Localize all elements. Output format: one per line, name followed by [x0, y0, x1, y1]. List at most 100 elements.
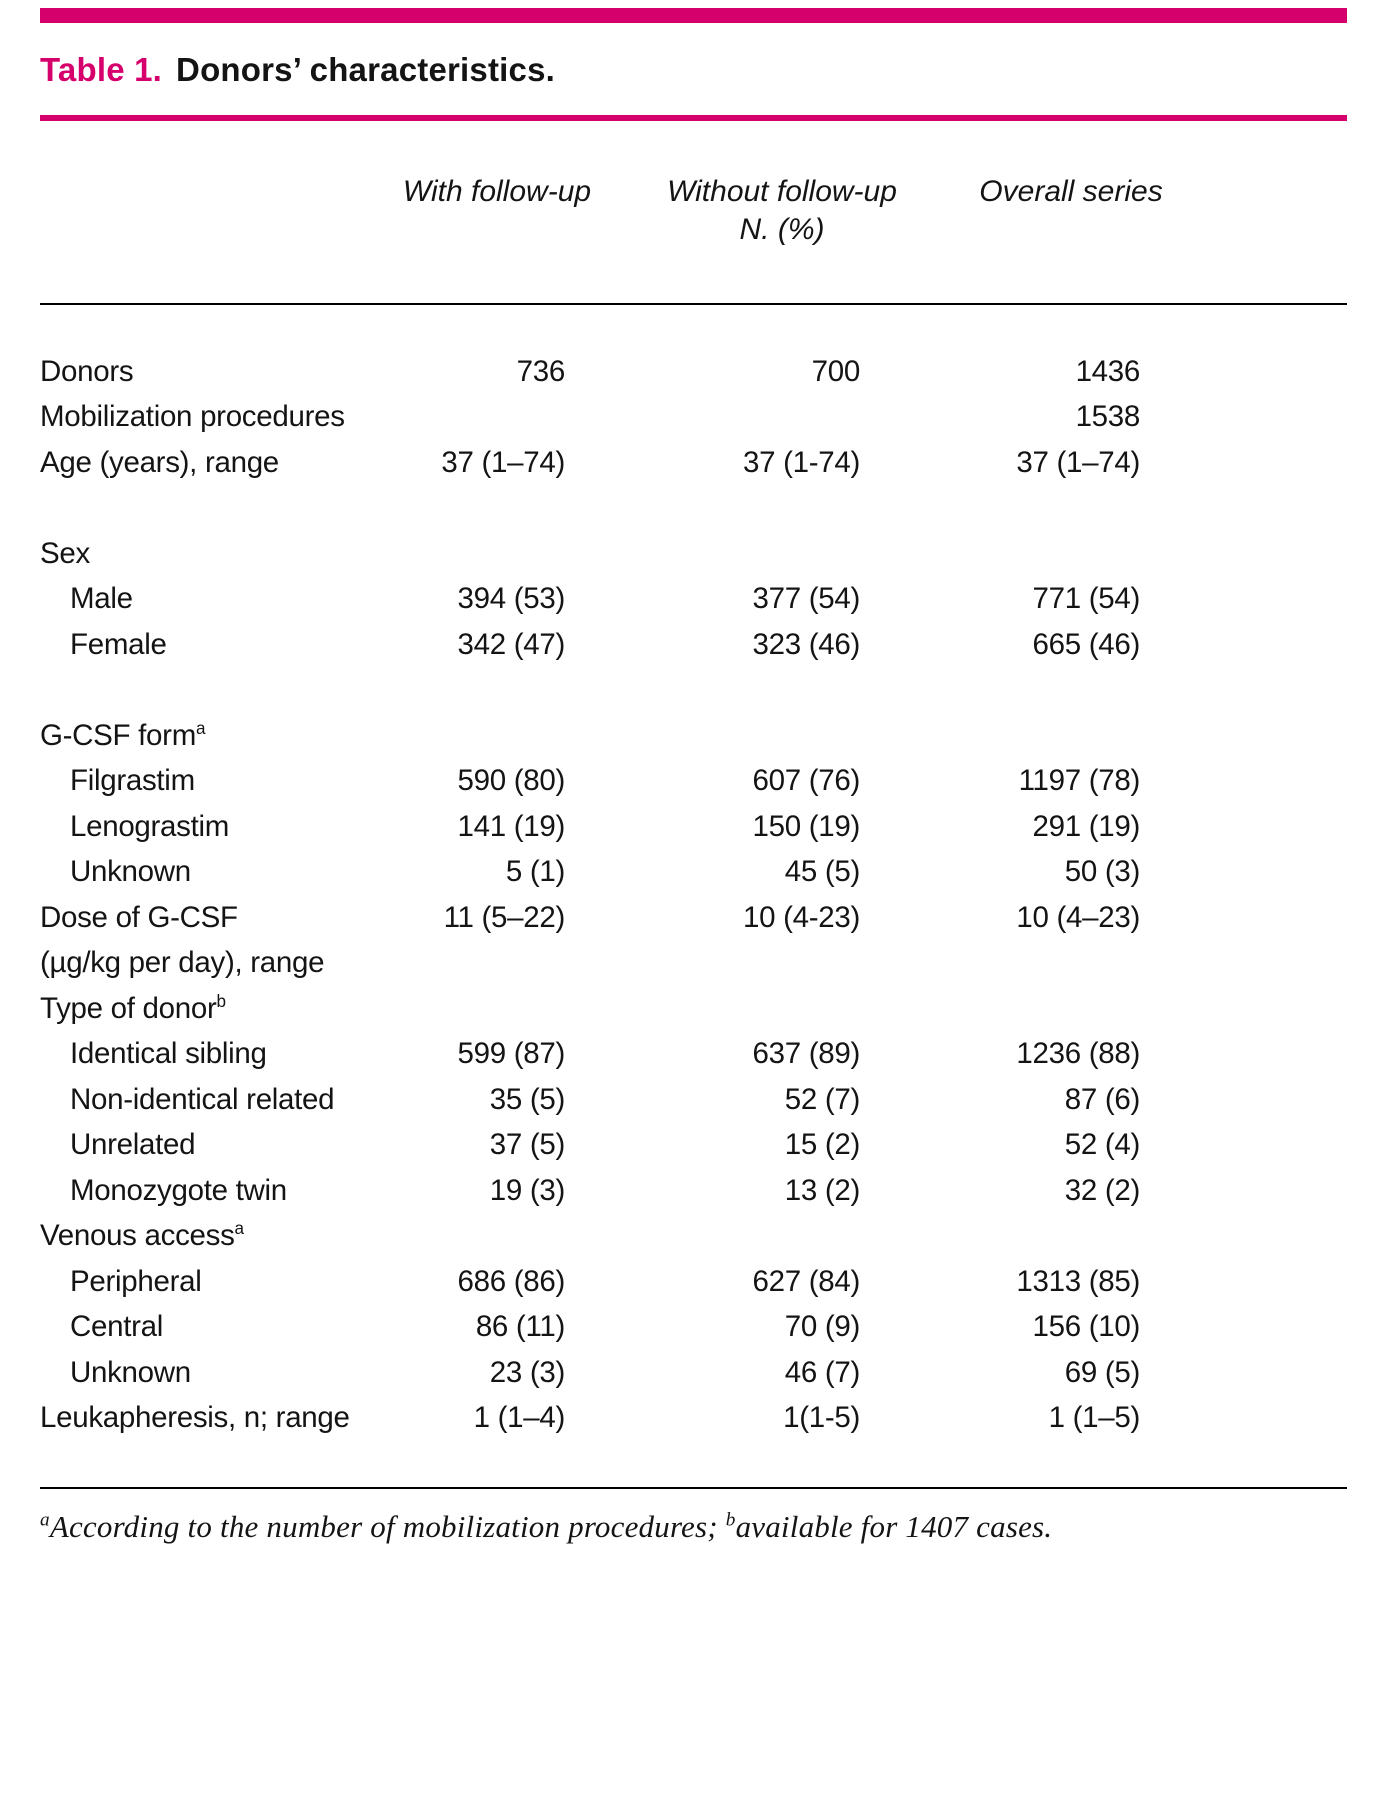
row-label: Peripheral [70, 1264, 202, 1298]
footnote: aAccording to the number of mobilization… [40, 1509, 1347, 1545]
table-number-label: Table 1. [40, 51, 163, 88]
row-label: (µg/kg per day), range [40, 946, 325, 980]
row-value: 37 (1-74) [743, 445, 860, 479]
column-header-line1: With follow-up [402, 175, 592, 208]
footnote-marker: b [216, 991, 227, 1011]
row-value: 736 [516, 354, 566, 388]
row-value: 52 (7) [784, 1082, 861, 1116]
row-value: 37 (1–74) [441, 445, 565, 479]
footnote-marker: a [234, 1219, 245, 1239]
row-value: 637 (89) [752, 1037, 861, 1071]
table-row: Mobilization procedures 1538 [40, 395, 1347, 441]
row-value: 291 (19) [1032, 809, 1141, 843]
row-value: 45 (5) [784, 855, 861, 889]
column-header-overall-series: Overall series [979, 173, 1162, 211]
row-value: 50 (3) [1064, 855, 1141, 889]
row-value: 342 (47) [457, 627, 566, 661]
row-value: 1(1-5) [783, 1401, 860, 1435]
row-label: Central [70, 1310, 163, 1344]
footnote-marker: a [40, 1509, 50, 1531]
table-title: Table 1. Donors’ characteristics. [40, 51, 1347, 89]
row-label: Sex [40, 536, 90, 570]
row-value: 394 (53) [457, 582, 566, 616]
row-value: 1538 [1075, 400, 1141, 434]
row-value: 1313 (85) [1016, 1264, 1140, 1298]
table-row: Filgrastim 590 (80) 607 (76) 1197 (78) [40, 759, 1347, 805]
row-value: 11 (5–22) [443, 900, 566, 934]
table-row: Unknown 5 (1) 45 (5) 50 (3) [40, 850, 1347, 896]
row-label: Mobilization procedures [40, 400, 345, 434]
row-value: 700 [811, 354, 861, 388]
table-caption: Donors’ characteristics. [176, 51, 555, 88]
table-row: (µg/kg per day), range [40, 941, 1347, 987]
column-header-line1: Overall series [979, 175, 1163, 208]
row-value: 771 (54) [1032, 582, 1141, 616]
table-row: Female 342 (47) 323 (46) 665 (46) [40, 622, 1347, 668]
row-value: 156 (10) [1032, 1310, 1141, 1344]
table-row: Male 394 (53) 377 (54) 771 (54) [40, 577, 1347, 623]
row-label: Type of donorb [40, 991, 227, 1025]
row-label: Female [70, 627, 167, 661]
row-value: 5 (1) [505, 855, 565, 889]
row-value: 590 (80) [457, 764, 566, 798]
row-label: Dose of G-CSF [40, 900, 238, 934]
row-value: 1436 [1075, 354, 1141, 388]
column-header-line1: Without follow-up [667, 175, 897, 208]
table-row: Monozygote twin 19 (3) 13 (2) 32 (2) [40, 1168, 1347, 1214]
table-row: Donors 736 700 1436 [40, 349, 1347, 395]
table-row: Central 86 (11) 70 (9) 156 (10) [40, 1305, 1347, 1351]
row-value: 141 (19) [457, 809, 566, 843]
table-row: Unknown 23 (3) 46 (7) 69 (5) [40, 1350, 1347, 1396]
row-value: 35 (5) [489, 1082, 566, 1116]
group-row: Venous accessa [40, 1214, 1347, 1260]
table-row: Identical sibling 599 (87) 637 (89) 1236 (8… [40, 1032, 1347, 1078]
footnote-text: According to the number of mobilization … [49, 1509, 726, 1544]
table-row: Age (years), range 37 (1–74) 37 (1-74) 37 (… [40, 440, 1347, 486]
row-label: Monozygote twin [70, 1173, 287, 1207]
row-label: Unknown [70, 1355, 191, 1389]
row-value: 10 (4–23) [1016, 900, 1140, 934]
row-value: 377 (54) [752, 582, 861, 616]
row-value: 23 (3) [489, 1355, 566, 1389]
row-label: Non-identical related [70, 1082, 335, 1116]
column-header-with-followup: With follow-up [403, 173, 591, 211]
row-value: 37 (1–74) [1016, 445, 1140, 479]
group-row: Type of donorb [40, 986, 1347, 1032]
row-value: 10 (4-23) [743, 900, 860, 934]
table-row: Lenograstim 141 (19) 150 (19) 291 (19) [40, 804, 1347, 850]
row-value: 32 (2) [1064, 1173, 1141, 1207]
column-headers: With follow-up Without follow-up N. (%) … [40, 121, 1347, 303]
row-label: Identical sibling [70, 1037, 267, 1071]
row-value: 607 (76) [752, 764, 861, 798]
group-row: Sex [40, 531, 1347, 577]
table-row: Dose of G-CSF 11 (5–22) 10 (4-23) 10 (4–23) [40, 895, 1347, 941]
row-label: Leukapheresis, n; range [40, 1401, 350, 1435]
footnote-marker: b [725, 1509, 736, 1531]
row-value: 37 (5) [489, 1128, 566, 1162]
footnote-text: available for 1407 cases. [735, 1509, 1053, 1544]
header-rule [40, 303, 1347, 305]
row-label: Filgrastim [70, 764, 195, 798]
paper-table-figure: Table 1. Donors’ characteristics. With fo… [0, 8, 1387, 1808]
spacer-row [40, 486, 1347, 532]
row-label: Unknown [70, 855, 191, 889]
row-value: 15 (2) [784, 1128, 861, 1162]
row-value: 70 (9) [784, 1310, 861, 1344]
footnote-marker: a [195, 718, 206, 738]
row-value: 150 (19) [752, 809, 861, 843]
row-label: G-CSF forma [40, 718, 206, 752]
row-value: 1197 (78) [1018, 764, 1141, 798]
row-value: 665 (46) [1032, 627, 1141, 661]
row-value: 686 (86) [457, 1264, 566, 1298]
row-label: Unrelated [70, 1128, 196, 1162]
row-label: Lenograstim [70, 809, 230, 843]
bottom-rule [40, 1487, 1347, 1489]
row-value: 627 (84) [752, 1264, 861, 1298]
row-value: 1236 (88) [1016, 1037, 1140, 1071]
title-rule [40, 115, 1347, 121]
row-value: 599 (87) [457, 1037, 566, 1071]
row-value: 69 (5) [1064, 1355, 1141, 1389]
row-value: 87 (6) [1064, 1082, 1141, 1116]
table-row: Unrelated 37 (5) 15 (2) 52 (4) [40, 1123, 1347, 1169]
row-value: 13 (2) [784, 1173, 861, 1207]
